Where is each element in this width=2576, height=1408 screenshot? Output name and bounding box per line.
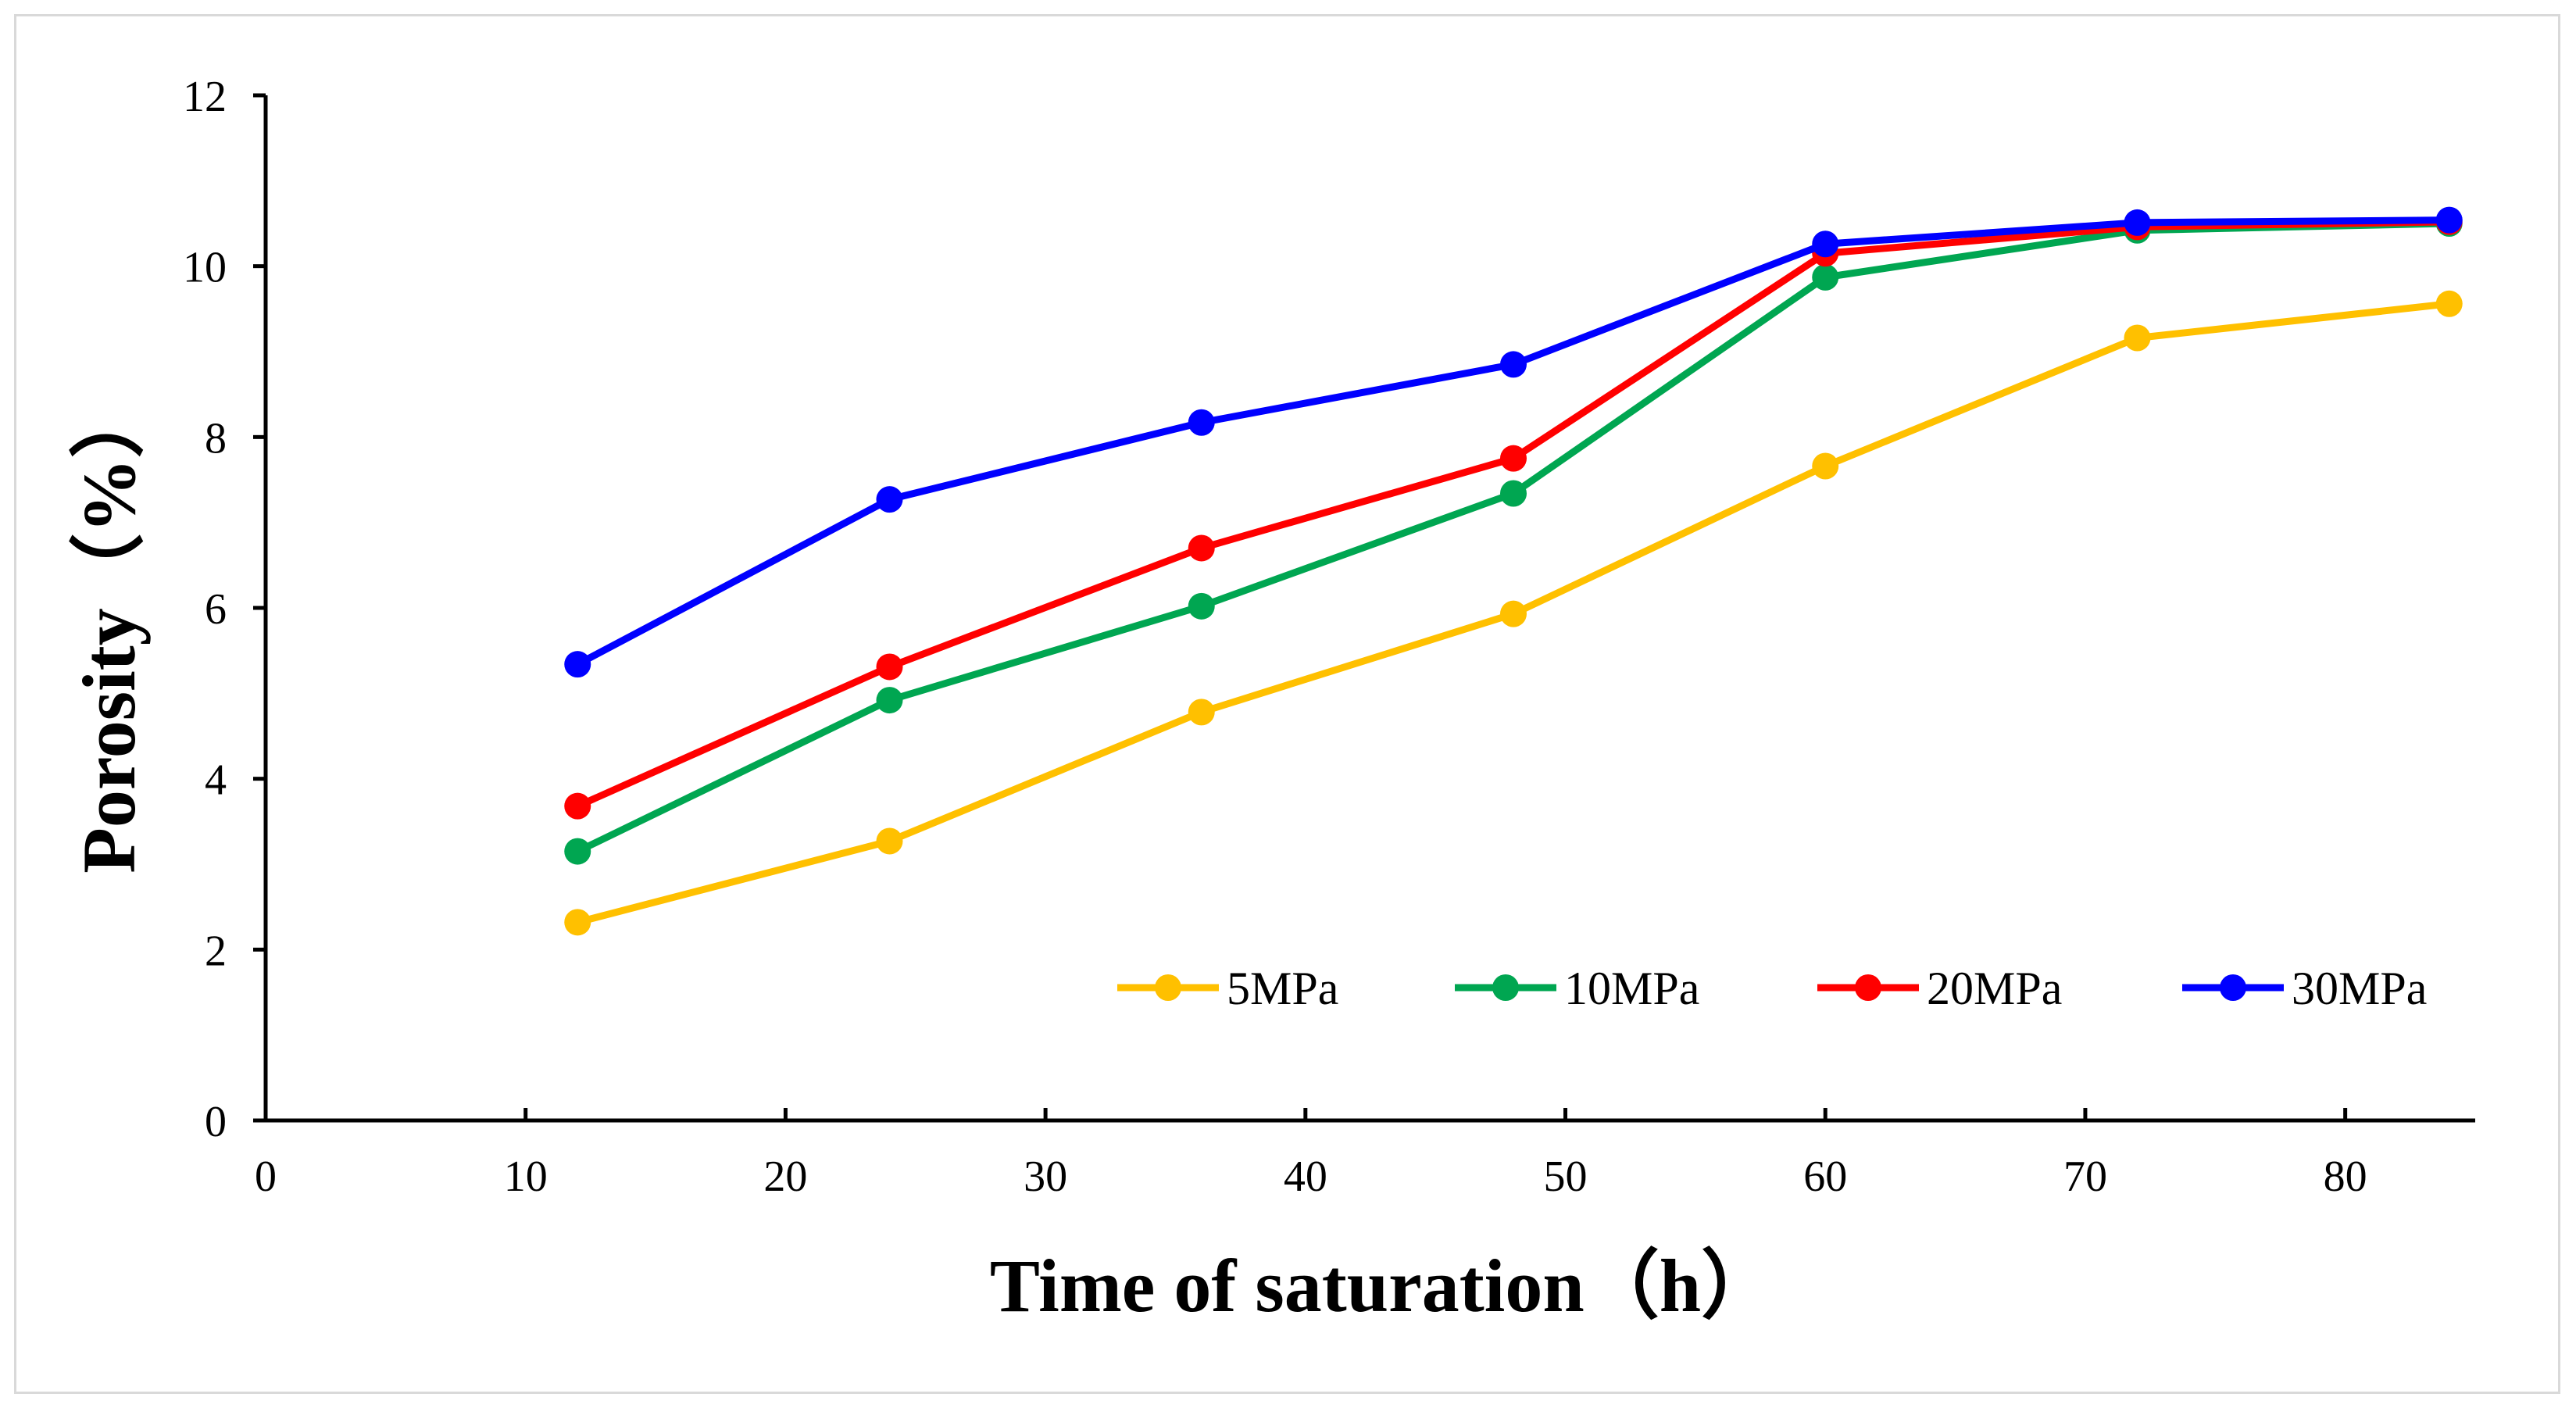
legend-swatch-marker (1855, 974, 1881, 1001)
x-tick-label: 40 (1284, 1152, 1327, 1201)
legend: 5MPa 10MPa 20MPa 30MPa (1117, 963, 2427, 1014)
series-line (576, 220, 2449, 855)
legend-label: 30MPa (2292, 963, 2427, 1014)
y-tick-label: 2 (205, 927, 227, 975)
data-point (876, 827, 903, 855)
chart-frame (14, 14, 2560, 1394)
legend-item-10MPa: 10MPa (1455, 963, 1699, 1014)
data-point (2124, 209, 2151, 236)
data-point (1812, 452, 1839, 480)
x-axis-title: Time of saturation（h） (990, 1244, 1776, 1328)
data-point (1499, 445, 1527, 472)
y-tick-label: 8 (205, 414, 227, 463)
x-tick-label: 0 (255, 1152, 277, 1201)
x-tick-label: 60 (1803, 1152, 1847, 1201)
data-point (1499, 351, 1527, 378)
data-point (876, 486, 903, 513)
y-tick-label: 0 (205, 1098, 227, 1146)
legend-label: 20MPa (1927, 963, 2062, 1014)
data-point (1188, 409, 1215, 436)
data-point (1188, 534, 1215, 562)
data-point (876, 653, 903, 681)
series-line (576, 216, 2449, 668)
y-tick-label: 10 (183, 244, 227, 292)
data-point (1499, 600, 1527, 627)
legend-swatch-marker (1492, 974, 1519, 1001)
data-point (1499, 480, 1527, 507)
y-tick-label: 4 (205, 756, 227, 805)
legend-item-5MPa: 5MPa (1117, 963, 1338, 1014)
axes: 0 2 4 6 8 10 12 0 10 20 30 40 50 60 70 80 (183, 73, 2475, 1201)
series-10MPa (564, 210, 2463, 865)
x-tick-label: 20 (763, 1152, 807, 1201)
legend-label: 5MPa (1227, 963, 1338, 1014)
legend-swatch-marker (1155, 974, 1181, 1001)
legend-item-20MPa: 20MPa (1817, 963, 2062, 1014)
data-point (564, 909, 591, 936)
data-point (1812, 230, 1839, 258)
y-tick-label: 12 (183, 73, 227, 121)
legend-item-30MPa: 30MPa (2182, 963, 2427, 1014)
y-axis-title: Porosity（%） (67, 383, 151, 874)
x-tick-label: 50 (1544, 1152, 1588, 1201)
data-point (564, 838, 591, 865)
data-point (564, 651, 591, 678)
x-tick-label: 10 (504, 1152, 548, 1201)
data-point (564, 792, 591, 820)
data-point (2435, 206, 2463, 234)
x-tick-label: 30 (1024, 1152, 1067, 1201)
series-30MPa (564, 206, 2463, 678)
data-point (876, 687, 903, 714)
x-tick-label: 70 (2063, 1152, 2107, 1201)
y-tick-label: 6 (205, 585, 227, 634)
series-20MPa (564, 208, 2463, 820)
data-point (1188, 699, 1215, 726)
x-tick-label: 80 (2324, 1152, 2367, 1201)
legend-label: 10MPa (1564, 963, 1699, 1014)
series-layer (564, 206, 2463, 936)
legend-swatch-marker (2220, 974, 2246, 1001)
data-point (1812, 263, 1839, 291)
series-5MPa (564, 290, 2463, 936)
data-point (1188, 592, 1215, 620)
data-point (2435, 290, 2463, 317)
data-point (2124, 324, 2151, 352)
